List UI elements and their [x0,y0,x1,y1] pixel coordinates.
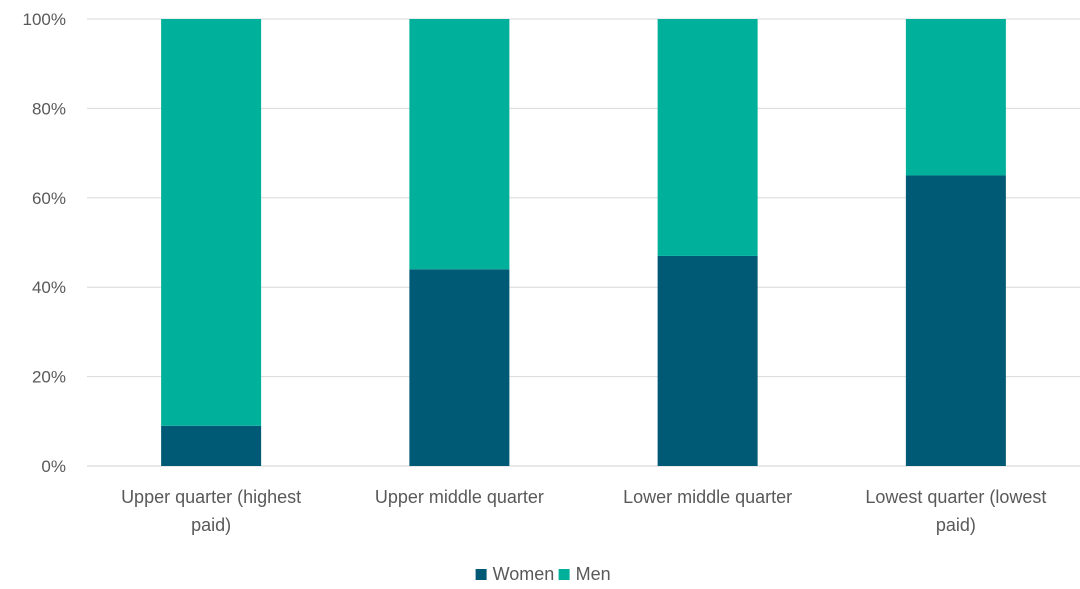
y-tick-label: 0% [41,457,66,476]
bar-men [409,19,510,270]
y-tick-label: 20% [32,368,66,387]
x-category-label: Upper quarter (highest [121,487,301,507]
x-category-label: Upper middle quarter [375,487,544,507]
bar-women [161,425,262,466]
y-axis-tick-labels: 0% 20% 40% 60% 80% 100% [23,10,66,476]
legend-swatch-men [558,569,570,580]
x-category-label: Lowest quarter (lowest [865,487,1046,507]
x-axis-category-labels: Upper quarter (highest paid) Upper middle … [121,487,1046,535]
bar-men [161,19,262,426]
y-tick-label: 100% [23,10,66,29]
x-category-label: paid) [936,515,976,535]
y-tick-label: 80% [32,99,66,118]
bars [161,19,1006,466]
legend-swatch-women [475,569,487,580]
legend-label-men: Men [576,564,611,584]
bar-men [905,19,1006,176]
x-category-label: Lower middle quarter [623,487,792,507]
legend: Women Men [475,564,611,584]
y-tick-label: 60% [32,189,66,208]
bar-women [409,269,510,466]
legend-label-women: Women [493,564,555,584]
bar-women [905,175,1006,466]
bar-men [657,19,758,256]
bar-women [657,255,758,466]
x-category-label: paid) [191,515,231,535]
y-tick-label: 40% [32,278,66,297]
